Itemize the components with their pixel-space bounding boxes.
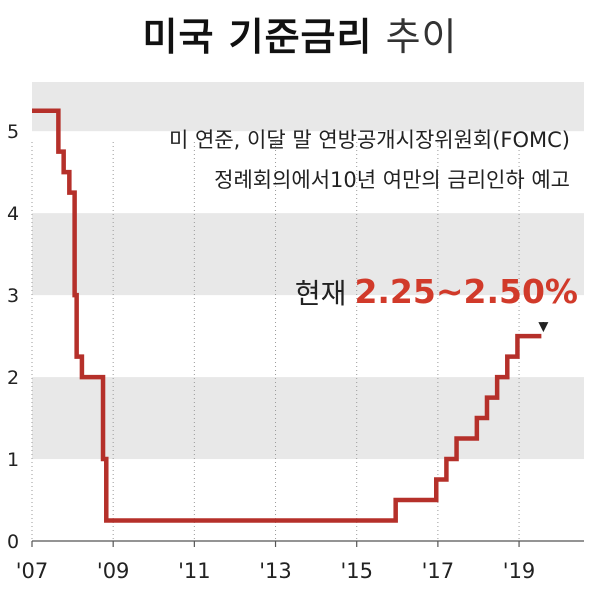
x-tick-label: '13 (259, 559, 292, 583)
chart-title-sub: 추이 (385, 15, 458, 59)
annotation-line-1: 미 연준, 이달 말 연방공개시장위원회(FOMC) (169, 128, 570, 152)
x-tick-label: '11 (178, 559, 211, 583)
x-tick-label: '15 (340, 559, 373, 583)
chart-title-main: 미국 기준금리 (142, 15, 373, 59)
y-tick-label: 5 (7, 121, 19, 143)
x-tick-label: '09 (97, 559, 130, 583)
current-rate-value: 2.25~2.50% (354, 272, 578, 311)
grid-band (32, 377, 584, 460)
y-tick-label: 1 (7, 449, 19, 471)
y-tick-label: 2 (7, 367, 19, 389)
annotation-line-2: 정례회의에서10년 여만의 금리인하 예고 (214, 168, 570, 192)
x-tick-label: '19 (503, 559, 536, 583)
chart-title: 미국 기준금리 추이 (0, 6, 600, 61)
current-arrow-head (538, 322, 549, 333)
y-tick-label: 4 (7, 203, 19, 225)
x-tick-label: '07 (16, 559, 49, 583)
grid-band (32, 213, 584, 296)
current-rate: 현재 2.25~2.50% (295, 272, 578, 312)
rate-series-line (32, 108, 542, 523)
x-tick-label: '17 (422, 559, 455, 583)
current-rate-label: 현재 (294, 277, 347, 310)
y-tick-label: 3 (7, 285, 19, 307)
y-tick-label: 0 (7, 531, 19, 553)
grid-band (32, 82, 584, 132)
